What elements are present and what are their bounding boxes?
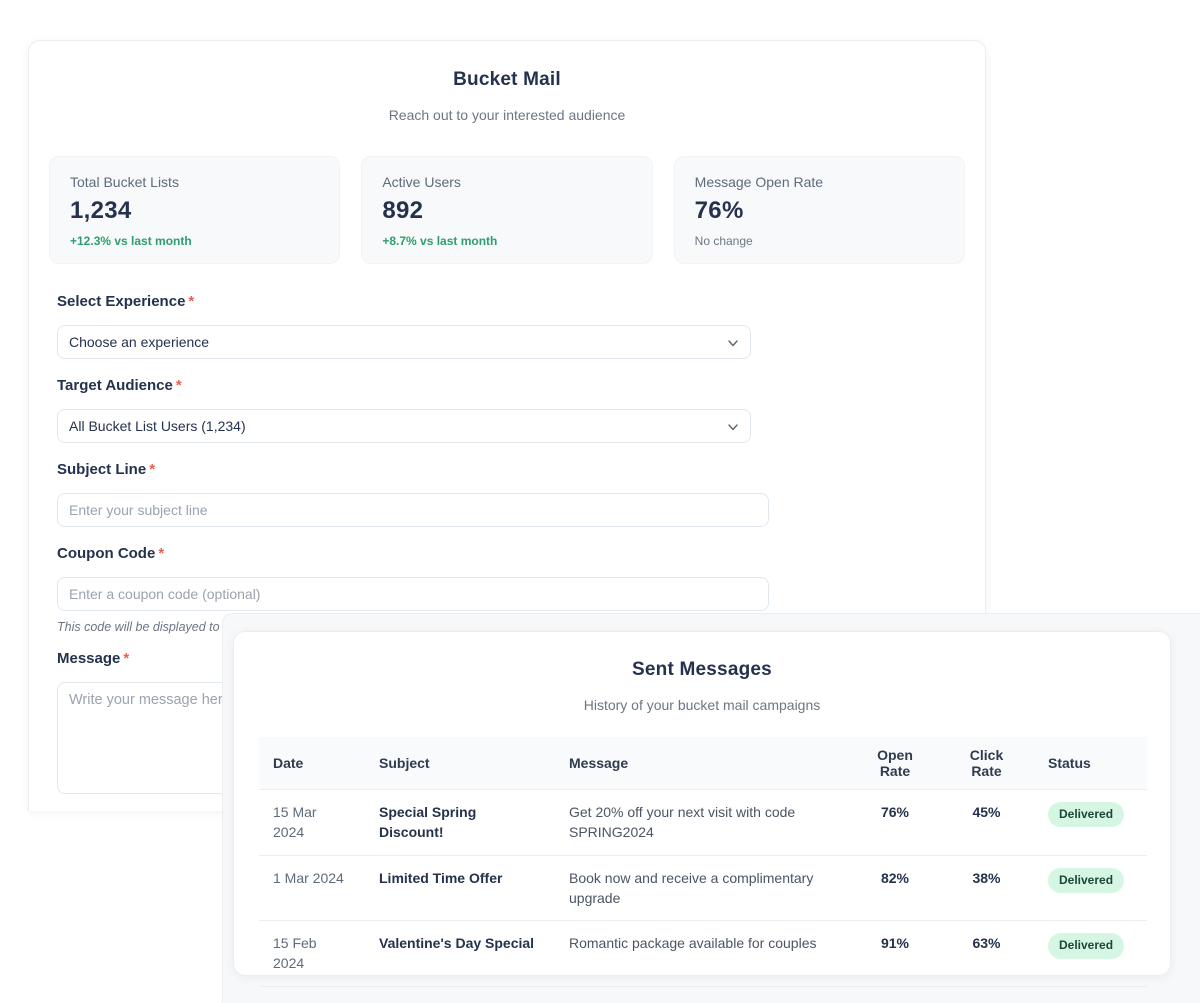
experience-select-value: Choose an experience	[69, 334, 210, 350]
col-header-date: Date	[259, 737, 365, 790]
status-badge: Delivered	[1048, 802, 1125, 828]
stat-total-bucket-lists: Total Bucket Lists 1,234 +12.3% vs last …	[49, 156, 341, 264]
page-title: Bucket Mail	[453, 69, 561, 90]
cell-message: Book now and receive a complimentary upg…	[555, 854, 851, 921]
required-asterisk: *	[188, 293, 195, 310]
coupon-code-label: Coupon Code *	[57, 545, 165, 562]
stat-change: +8.7% vs last month	[382, 234, 498, 248]
stat-message-open-rate: Message Open Rate 76% No change	[673, 156, 965, 264]
experience-select[interactable]: Choose an experience	[57, 325, 751, 359]
cell-open-rate: 76%	[851, 789, 939, 856]
stat-label: Total Bucket Lists	[70, 174, 179, 190]
sent-messages-title: Sent Messages	[632, 659, 772, 680]
sent-messages-card: Sent Messages History of your bucket mai…	[233, 631, 1171, 987]
target-audience-select[interactable]: All Bucket List Users (1,234)	[57, 409, 751, 443]
cell-date: 15 Mar 2024	[259, 789, 365, 856]
cell-subject: Special Spring Discount!	[365, 789, 555, 856]
subject-line-input[interactable]	[57, 493, 769, 527]
stat-active-users: Active Users 892 +8.7% vs last month	[361, 156, 653, 264]
message-label: Message *	[57, 650, 130, 667]
coupon-code-input[interactable]	[57, 577, 769, 611]
cell-open-rate: 91%	[851, 920, 939, 987]
table-row: 1 Mar 2024 Limited Time Offer Book now a…	[259, 854, 1147, 921]
required-asterisk: *	[175, 377, 182, 394]
cell-message: Get 20% off your next visit with code SP…	[555, 789, 851, 856]
stat-value: 76%	[694, 197, 744, 224]
cell-click-rate: 63%	[939, 920, 1034, 987]
coupon-code-helper: This code will be displayed to use	[57, 620, 244, 634]
required-asterisk: *	[158, 545, 165, 562]
stat-label: Message Open Rate	[694, 174, 824, 190]
stats-row: Total Bucket Lists 1,234 +12.3% vs last …	[49, 156, 965, 264]
select-experience-label: Select Experience *	[57, 293, 195, 310]
cell-click-rate: 38%	[939, 854, 1034, 921]
table-row: 15 Mar 2024 Special Spring Discount! Get…	[259, 789, 1147, 856]
cell-click-rate: 45%	[939, 789, 1034, 856]
cell-status: Delivered	[1034, 789, 1147, 856]
cell-status: Delivered	[1034, 920, 1147, 987]
col-header-click-rate: Click Rate	[939, 737, 1034, 790]
stat-value: 1,234	[70, 197, 132, 224]
status-badge: Delivered	[1048, 867, 1125, 893]
table-header-row: Date Subject Message Open Rate Click Rat…	[259, 737, 1147, 790]
cell-date: 1 Mar 2024	[259, 854, 365, 921]
chevron-down-icon	[727, 336, 739, 352]
sent-messages-table: Date Subject Message Open Rate Click Rat…	[259, 737, 1147, 987]
cell-date: 15 Feb 2024	[259, 920, 365, 987]
col-header-subject: Subject	[365, 737, 555, 790]
col-header-status: Status	[1034, 737, 1147, 790]
sent-messages-panel: Sent Messages History of your bucket mai…	[222, 613, 1200, 1003]
target-audience-label: Target Audience *	[57, 377, 182, 394]
col-header-open-rate: Open Rate	[851, 737, 939, 790]
cell-subject: Valentine's Day Special	[365, 920, 555, 987]
cell-open-rate: 82%	[851, 854, 939, 921]
page-subtitle: Reach out to your interested audience	[388, 107, 626, 123]
stat-value: 892	[382, 197, 424, 224]
target-audience-select-value: All Bucket List Users (1,234)	[69, 418, 246, 434]
table-row: 15 Feb 2024 Valentine's Day Special Roma…	[259, 920, 1147, 987]
col-header-message: Message	[555, 737, 851, 790]
required-asterisk: *	[123, 650, 130, 667]
cell-subject: Limited Time Offer	[365, 854, 555, 921]
stat-change: No change	[694, 234, 753, 248]
subject-line-label: Subject Line *	[57, 461, 156, 478]
sent-messages-subtitle: History of your bucket mail campaigns	[583, 697, 821, 713]
cell-message: Romantic package available for couples	[555, 920, 851, 987]
stat-change: +12.3% vs last month	[70, 234, 192, 248]
stat-label: Active Users	[382, 174, 461, 190]
status-badge: Delivered	[1048, 933, 1125, 959]
cell-status: Delivered	[1034, 854, 1147, 921]
chevron-down-icon	[727, 420, 739, 436]
required-asterisk: *	[149, 461, 156, 478]
